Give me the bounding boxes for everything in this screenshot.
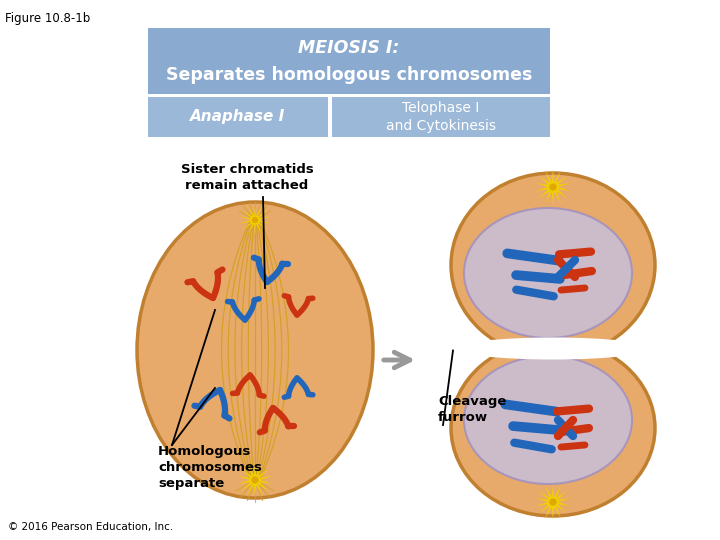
FancyBboxPatch shape xyxy=(332,97,550,137)
Text: Figure 10.8-1b: Figure 10.8-1b xyxy=(5,12,90,25)
Text: Cleavage
furrow: Cleavage furrow xyxy=(438,395,506,424)
Ellipse shape xyxy=(464,208,632,338)
Polygon shape xyxy=(536,484,570,520)
Circle shape xyxy=(550,184,556,190)
Ellipse shape xyxy=(451,173,655,357)
Text: © 2016 Pearson Education, Inc.: © 2016 Pearson Education, Inc. xyxy=(8,522,174,532)
Polygon shape xyxy=(238,462,273,498)
FancyBboxPatch shape xyxy=(148,97,328,137)
Text: MEIOSIS I:: MEIOSIS I: xyxy=(298,39,400,57)
Ellipse shape xyxy=(451,340,655,516)
FancyBboxPatch shape xyxy=(148,28,550,94)
Text: Sister chromatids
remain attached: Sister chromatids remain attached xyxy=(181,163,313,192)
Polygon shape xyxy=(536,169,570,205)
Text: Homologous
chromosomes
separate: Homologous chromosomes separate xyxy=(158,445,262,490)
Polygon shape xyxy=(240,204,271,236)
Circle shape xyxy=(252,477,258,483)
Ellipse shape xyxy=(464,356,632,484)
Text: Separates homologous chromosomes: Separates homologous chromosomes xyxy=(166,66,532,84)
Text: Telophase I
and Cytokinesis: Telophase I and Cytokinesis xyxy=(386,101,496,133)
Ellipse shape xyxy=(137,202,373,498)
Ellipse shape xyxy=(456,338,650,360)
Circle shape xyxy=(550,499,556,505)
Circle shape xyxy=(253,218,258,222)
Text: Anaphase I: Anaphase I xyxy=(190,110,286,125)
